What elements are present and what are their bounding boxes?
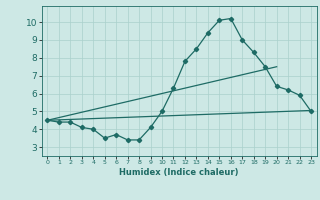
X-axis label: Humidex (Indice chaleur): Humidex (Indice chaleur): [119, 168, 239, 177]
